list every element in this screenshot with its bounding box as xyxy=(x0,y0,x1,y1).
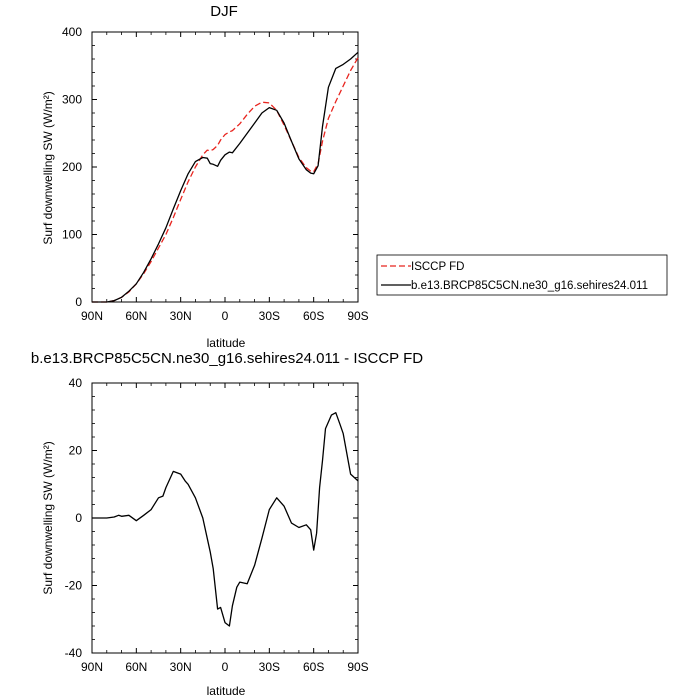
bottom-x-tick-label: 90S xyxy=(347,660,368,674)
bottom-panel: b.e13.BRCP85C5CN.ne30_g16.sehires24.011 … xyxy=(31,350,423,698)
top-series-line-2 xyxy=(92,51,359,303)
bottom-x-tick-label: 60S xyxy=(303,660,324,674)
bottom-series-line-1 xyxy=(92,412,359,627)
top-y-tick-label: 400 xyxy=(62,25,82,39)
legend-label-isccp: ISCCP FD xyxy=(411,261,464,273)
bottom-y-tick-label: 0 xyxy=(75,511,82,525)
top-y-tick-label: 100 xyxy=(62,228,82,242)
top-y-tick-label: 300 xyxy=(62,93,82,107)
bottom-y-tick-label: -20 xyxy=(65,579,83,593)
bottom-y-axis-label: Surf downwelling SW (W/m²) xyxy=(41,441,55,594)
top-chart-title: DJF xyxy=(210,3,238,20)
top-x-tick-label: 60S xyxy=(303,309,324,323)
legend-box xyxy=(376,254,668,296)
top-x-tick-label: 90N xyxy=(81,309,103,323)
legend-label-model: b.e13.BRCP85C5CN.ne30_g16.sehires24.011 xyxy=(411,280,648,292)
bottom-x-axis-label: latitude xyxy=(207,684,246,698)
top-plot-frame xyxy=(91,31,359,303)
top-x-tick-label: 0 xyxy=(222,309,229,323)
top-x-tick-label: 90S xyxy=(347,309,368,323)
bottom-y-tick-label: -40 xyxy=(65,646,83,660)
bottom-x-tick-label: 60N xyxy=(125,660,147,674)
bottom-x-tick-label: 0 xyxy=(222,660,229,674)
bottom-x-tick-label: 30N xyxy=(170,660,192,674)
top-x-axis-label: latitude xyxy=(207,336,246,350)
top-panel: DJF 90N 60N 30N 0 30S 60S 90S 0 100 200 300 400 lat… xyxy=(41,3,668,350)
top-y-tick-label: 200 xyxy=(62,160,82,174)
top-x-tick-label: 30N xyxy=(170,309,192,323)
top-x-tick-label: 30S xyxy=(259,309,280,323)
bottom-x-tick-label: 30S xyxy=(259,660,280,674)
bottom-y-tick-label: 20 xyxy=(69,444,83,458)
legend: ISCCP FD b.e13.BRCP85C5CN.ne30_g16.sehir… xyxy=(376,254,668,296)
bottom-y-tick-label: 40 xyxy=(69,376,83,390)
bottom-x-tick-label: 90N xyxy=(81,660,103,674)
top-series-line-1 xyxy=(92,57,359,303)
top-y-axis-label: Surf downwelling SW (W/m²) xyxy=(41,91,55,244)
top-y-tick-label: 0 xyxy=(75,295,82,309)
bottom-chart-title: b.e13.BRCP85C5CN.ne30_g16.sehires24.011 … xyxy=(31,350,423,367)
top-x-tick-label: 60N xyxy=(125,309,147,323)
